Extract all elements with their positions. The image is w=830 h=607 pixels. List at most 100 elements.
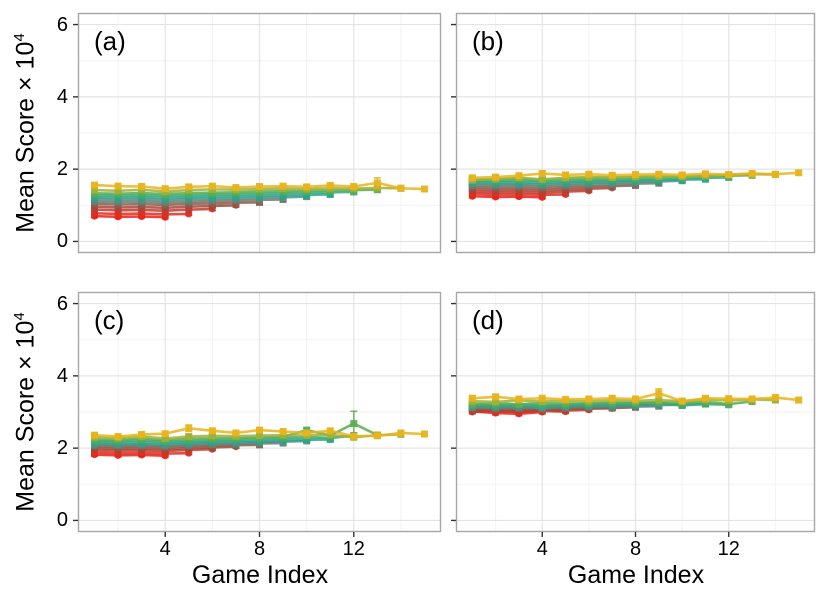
series-line <box>471 398 777 404</box>
data-point-marker <box>562 395 570 403</box>
data-point-marker <box>350 420 358 428</box>
data-point-marker <box>515 400 523 408</box>
data-point-marker <box>515 395 523 403</box>
panel-b-plot: (b) <box>451 12 816 254</box>
data-point-marker <box>303 429 311 437</box>
data-point-marker <box>538 169 546 177</box>
y-tick-label: 2 <box>56 437 68 460</box>
data-point-marker <box>185 433 193 441</box>
data-point-marker <box>161 430 169 438</box>
data-point-marker <box>655 170 663 178</box>
series <box>468 388 803 405</box>
data-point-marker <box>373 179 381 187</box>
data-point-marker <box>350 432 358 440</box>
y-tick-label: 0 <box>56 230 68 253</box>
series-line <box>471 176 731 183</box>
series <box>91 424 428 441</box>
data-point-marker <box>138 182 146 190</box>
data-point-marker <box>748 169 756 177</box>
series-line <box>93 433 403 440</box>
data-point-marker <box>185 424 193 432</box>
series-line <box>93 190 356 198</box>
data-point-marker <box>608 394 616 402</box>
data-point-marker <box>492 398 500 406</box>
panel-label: (c) <box>94 305 124 335</box>
data-point-marker <box>208 432 216 440</box>
x-axis-title-col2: Game Index <box>567 561 705 589</box>
y-tick-label: 0 <box>56 509 68 532</box>
data-point-marker <box>397 429 405 437</box>
data-point-marker <box>114 187 122 195</box>
data-point-marker <box>795 396 803 404</box>
data-point-marker <box>421 430 428 438</box>
data-point-marker <box>632 171 639 179</box>
x-tick-label: 4 <box>159 538 171 560</box>
data-point-marker <box>161 185 169 193</box>
series-line <box>93 207 214 213</box>
y-axis-title-row1: Mean Score × 104 <box>5 13 39 253</box>
data-point-marker <box>655 396 663 404</box>
data-point-marker <box>185 183 193 191</box>
data-point-marker <box>326 181 334 189</box>
series-line <box>93 453 167 458</box>
data-point-marker <box>279 428 287 436</box>
data-point-marker <box>114 433 122 441</box>
data-point-marker <box>326 427 334 435</box>
x-tick-label: 12 <box>342 538 365 560</box>
data-point-marker <box>562 171 570 179</box>
data-point-marker <box>515 172 523 180</box>
y-axis-title-text: Mean Score × 10 <box>11 320 40 512</box>
data-point-marker <box>492 393 500 401</box>
y-tick-label: 2 <box>56 158 68 181</box>
series-line <box>471 184 637 190</box>
panel-border <box>77 291 442 533</box>
y-tick-label: 4 <box>56 85 68 108</box>
data-point-marker <box>256 182 263 190</box>
data-point-marker <box>326 431 334 439</box>
data-point-marker <box>538 175 546 183</box>
data-point-marker <box>91 186 98 194</box>
data-point-marker <box>725 171 733 179</box>
data-point-marker <box>421 185 428 193</box>
x-tick-label: 4 <box>536 538 548 560</box>
data-point-marker <box>232 184 240 192</box>
x-tick-label: 12 <box>717 538 740 560</box>
y-tick-label: 4 <box>56 364 68 387</box>
x-tick-label: 8 <box>629 538 642 560</box>
data-point-marker <box>795 169 803 177</box>
panel-label: (d) <box>472 305 504 335</box>
data-point-marker <box>538 394 546 402</box>
data-point-marker <box>350 182 358 190</box>
data-point-marker <box>725 400 733 408</box>
series-line <box>93 186 403 193</box>
data-point-marker <box>91 181 98 189</box>
series-line <box>93 195 308 202</box>
panel-label: (a) <box>94 26 126 56</box>
series-line <box>93 214 167 219</box>
panel-c-plot: (c) <box>73 291 442 537</box>
data-point-marker <box>397 184 405 192</box>
series-line <box>93 201 261 207</box>
data-point-marker <box>208 182 216 190</box>
series-line <box>471 189 591 194</box>
y-axis-title-exponent: 4 <box>11 33 28 42</box>
data-point-marker <box>256 426 263 434</box>
series-line <box>93 434 356 443</box>
panel-d-plot: (d) <box>451 291 816 537</box>
y-axis-title-exponent: 4 <box>11 312 28 321</box>
data-point-marker <box>585 395 593 403</box>
panel-border <box>455 291 816 533</box>
data-point-marker <box>373 432 381 440</box>
series-line <box>471 194 544 199</box>
data-point-marker <box>701 170 709 178</box>
data-point-marker <box>468 394 476 402</box>
panel-a-plot: (a) <box>73 12 442 254</box>
series <box>91 177 428 193</box>
data-point-marker <box>208 427 216 435</box>
panel-label: (b) <box>472 26 504 56</box>
data-point-marker <box>492 173 500 181</box>
data-point-marker <box>279 431 287 439</box>
data-point-marker <box>701 394 709 402</box>
x-tick-label: 8 <box>253 538 266 560</box>
